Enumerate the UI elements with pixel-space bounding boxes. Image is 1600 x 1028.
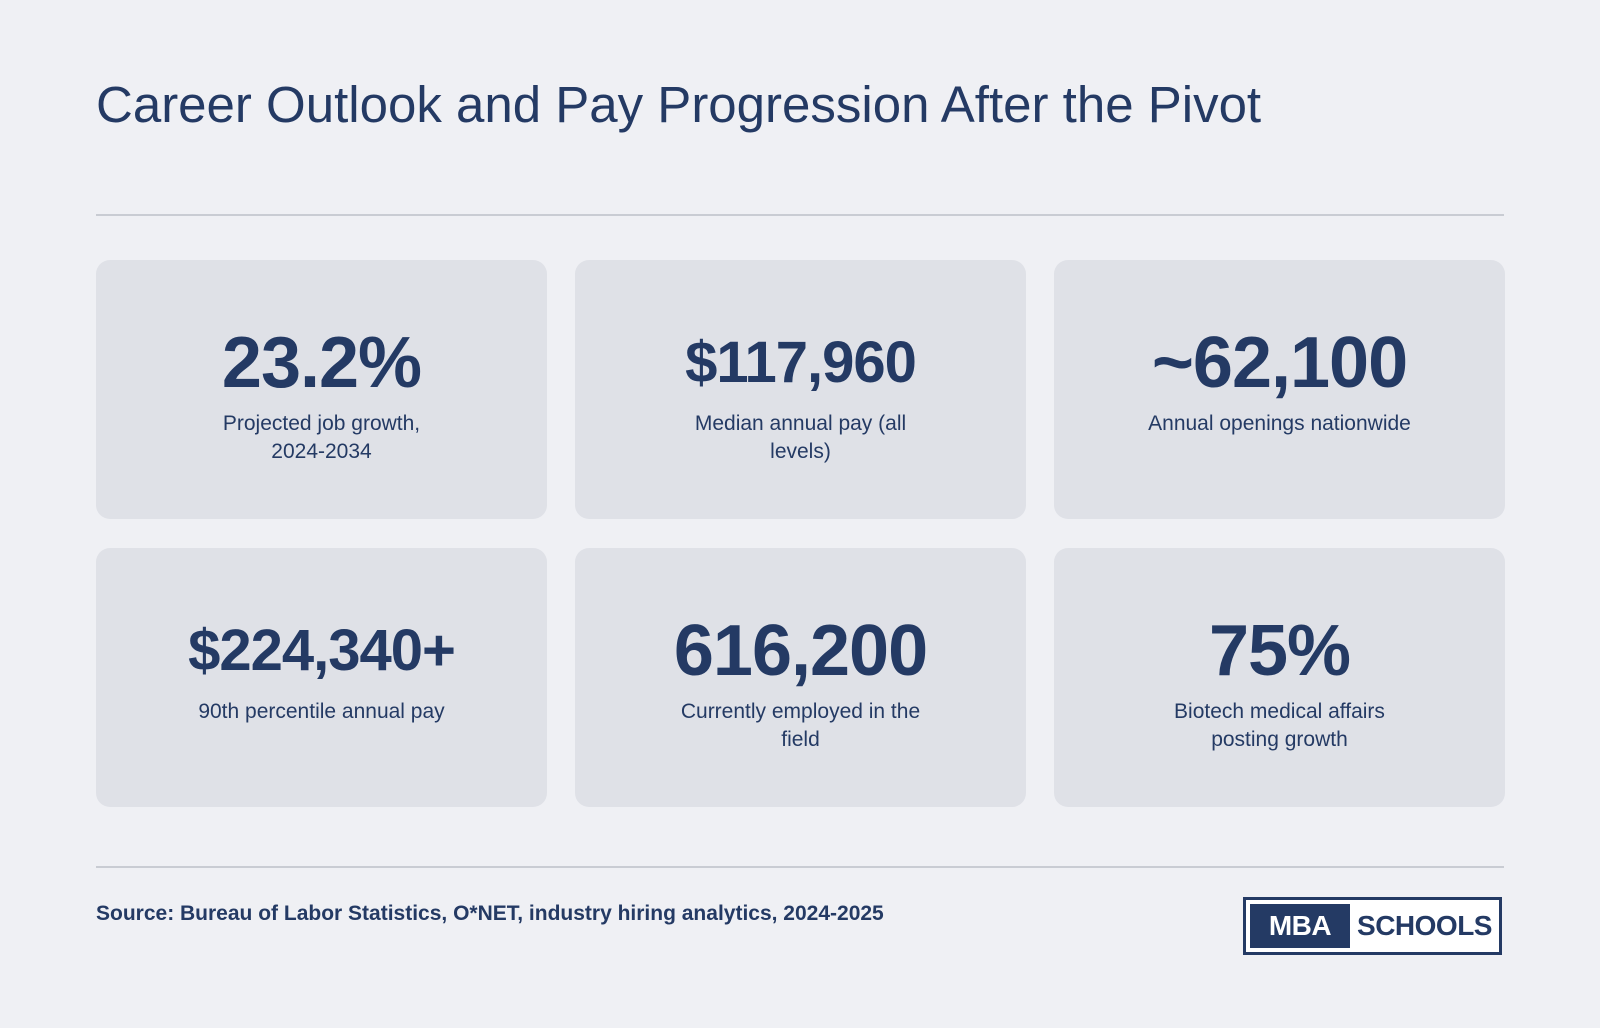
stat-value: 23.2% bbox=[221, 323, 422, 403]
stat-label: Currently employed in the field bbox=[680, 700, 921, 751]
stats-grid: 23.2% Projected job growth, 2024-2034 $1… bbox=[96, 260, 1505, 807]
logo-schools-text: SCHOOLS bbox=[1357, 910, 1492, 941]
stat-value: $224,340+ bbox=[188, 618, 456, 683]
stat-card-annual-openings: ~62,100 Annual openings nationwide bbox=[1054, 260, 1505, 519]
bottom-divider bbox=[96, 866, 1504, 868]
stat-card-biotech-growth: 75% Biotech medical affairs posting grow… bbox=[1054, 548, 1505, 807]
stat-card-currently-employed: 616,200 Currently employed in the field bbox=[575, 548, 1026, 807]
stat-value: 616,200 bbox=[673, 611, 928, 691]
stat-value: $117,960 bbox=[685, 330, 917, 395]
source-note: Source: Bureau of Labor Statistics, O*NE… bbox=[96, 902, 884, 925]
stat-card-median-pay: $117,960 Median annual pay (all levels) bbox=[575, 260, 1026, 519]
stat-value: 75% bbox=[1208, 611, 1351, 691]
top-divider bbox=[96, 214, 1504, 216]
stat-card-90th-percentile-pay: $224,340+ 90th percentile annual pay bbox=[96, 548, 547, 807]
stat-card-job-growth: 23.2% Projected job growth, 2024-2034 bbox=[96, 260, 547, 519]
stat-label: Median annual pay (all levels) bbox=[694, 412, 907, 463]
stat-value: ~62,100 bbox=[1151, 323, 1408, 403]
logo-mba-text: MBA bbox=[1250, 904, 1350, 948]
stat-label: Projected job growth, 2024-2034 bbox=[222, 412, 421, 463]
stat-label: Biotech medical affairs posting growth bbox=[1174, 700, 1385, 751]
stat-label: Annual openings nationwide bbox=[1148, 412, 1411, 435]
mba-schools-logo: MBA SCHOOLS bbox=[1243, 897, 1502, 955]
page-title: Career Outlook and Pay Progression After… bbox=[96, 76, 1262, 133]
stat-label: 90th percentile annual pay bbox=[198, 700, 445, 723]
